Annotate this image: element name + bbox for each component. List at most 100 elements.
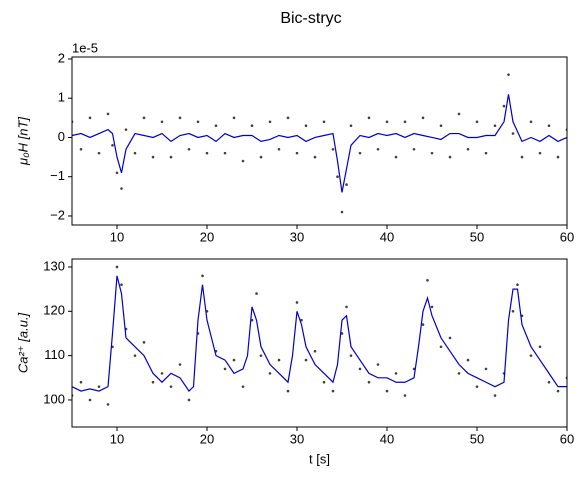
y-tick-label: 100	[43, 391, 65, 406]
data-point	[232, 116, 236, 120]
data-point	[259, 354, 263, 357]
data-point	[430, 305, 434, 309]
data-point	[345, 305, 348, 309]
data-point	[178, 116, 182, 120]
data-point	[151, 155, 155, 159]
data-point	[475, 385, 479, 388]
data-point	[277, 147, 281, 151]
data-point	[115, 265, 119, 269]
data-point	[466, 358, 470, 362]
data-point	[295, 301, 299, 304]
x-tick-label: 60	[560, 431, 574, 446]
data-point	[538, 151, 542, 155]
data-point	[255, 292, 258, 295]
data-point	[376, 147, 380, 151]
data-point	[259, 155, 263, 159]
data-point	[286, 116, 290, 120]
y-tick-label: 120	[43, 303, 65, 318]
x-tick-label: 10	[110, 229, 124, 244]
data-point	[457, 372, 461, 375]
data-point	[115, 171, 119, 175]
data-point	[223, 367, 227, 371]
data-point	[529, 354, 533, 357]
data-point	[201, 274, 204, 278]
data-point	[133, 151, 137, 155]
data-point	[466, 147, 470, 151]
axes-frame	[71, 258, 568, 428]
data-point	[336, 175, 339, 179]
data-point	[106, 403, 110, 406]
data-point	[79, 147, 83, 151]
data-point	[493, 124, 497, 127]
data-point	[79, 380, 83, 384]
data-point	[547, 380, 551, 384]
data-point	[421, 323, 425, 326]
data-point	[376, 363, 380, 366]
data-point	[88, 116, 92, 120]
x-tick-label: 50	[470, 431, 484, 446]
y-tick-label: 110	[44, 347, 65, 362]
x-axis-label: t [s]	[309, 451, 330, 466]
data-point	[223, 151, 227, 155]
axes-frame	[71, 56, 568, 226]
y-tick-label: 1	[58, 90, 65, 105]
y-tick-label: 130	[43, 258, 65, 273]
data-point	[196, 120, 200, 124]
data-point	[394, 155, 398, 159]
data-point	[187, 398, 191, 402]
y-tick-label: 0	[58, 129, 65, 144]
x-tick-label: 60	[560, 229, 574, 244]
x-tick-label: 50	[470, 229, 484, 244]
data-point	[484, 367, 488, 371]
data-point	[340, 210, 344, 214]
data-point	[349, 124, 353, 127]
data-point	[124, 128, 128, 131]
data-point	[556, 155, 560, 159]
data-point	[358, 367, 362, 371]
data-point	[430, 151, 434, 155]
data-point	[547, 124, 551, 127]
data-point	[160, 120, 164, 124]
data-point	[133, 354, 137, 357]
data-point	[403, 120, 407, 124]
x-tick-label: 10	[110, 431, 124, 446]
data-point	[232, 358, 236, 362]
data-point	[439, 345, 443, 349]
data-point	[367, 116, 371, 120]
data-point	[426, 278, 429, 282]
data-point	[97, 385, 101, 388]
y-axis-label: μ₀H [nT]	[15, 117, 30, 166]
data-point	[493, 394, 497, 397]
data-point	[241, 159, 245, 163]
signal-line	[72, 275, 567, 393]
data-point	[304, 124, 308, 127]
data-point	[448, 155, 452, 159]
data-point	[457, 112, 461, 116]
data-point	[250, 124, 254, 127]
data-point	[313, 349, 317, 353]
data-point	[484, 151, 488, 155]
data-point	[178, 363, 182, 366]
data-point	[111, 144, 114, 147]
x-tick-label: 30	[290, 229, 304, 244]
y-tick-label: −2	[50, 207, 65, 222]
data-point	[120, 283, 123, 287]
data-point	[516, 283, 519, 287]
data-point	[187, 147, 191, 151]
data-point	[439, 124, 443, 127]
data-point	[322, 120, 326, 124]
data-point	[475, 120, 479, 124]
data-point	[529, 120, 533, 124]
x-tick-label: 40	[380, 431, 394, 446]
data-point	[214, 124, 218, 127]
data-point	[88, 398, 92, 402]
data-point	[403, 394, 407, 397]
data-point	[241, 385, 245, 388]
data-point	[340, 332, 344, 335]
data-point	[295, 151, 299, 155]
data-point	[511, 132, 515, 135]
signal-line	[72, 94, 567, 193]
data-point	[160, 372, 164, 375]
data-point	[358, 151, 362, 155]
